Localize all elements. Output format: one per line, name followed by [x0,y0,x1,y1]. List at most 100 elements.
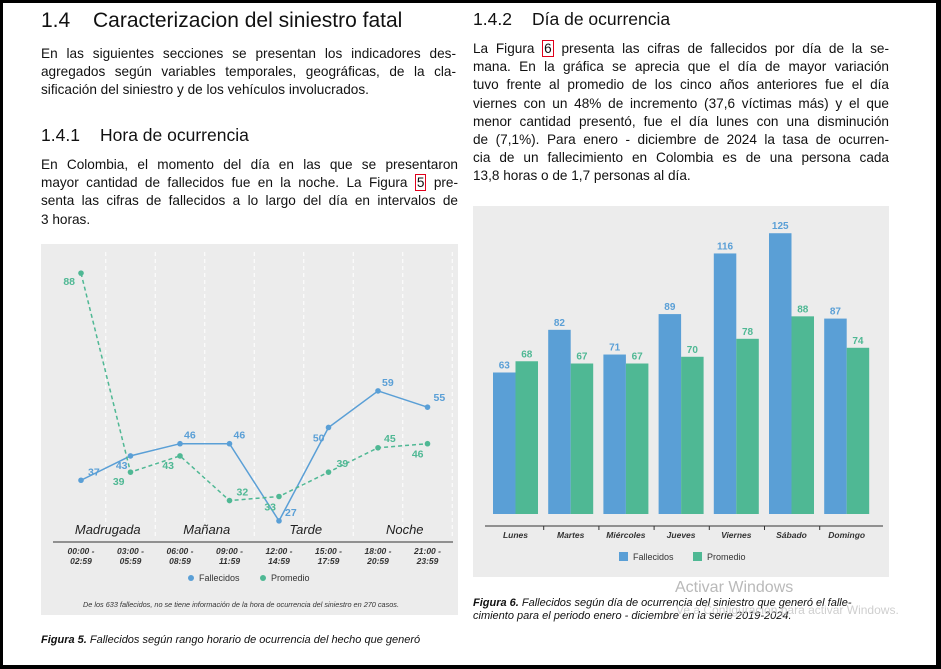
x-tick-label: 06:00 - [167,546,194,556]
period-label: Noche [386,522,424,537]
caption-text: cimiento para el periodo enero - diciemb… [473,610,792,622]
period-label: Mañana [183,522,230,537]
para-line: tuvo frente al promedio de los cinco año… [473,77,889,93]
section-number: 1.4 [41,9,71,32]
data-point [177,440,183,447]
intro-paragraph: En las siguientes secciones se presentan… [41,45,456,100]
data-label: 43 [162,460,174,472]
x-tick-label: Miércoles [606,530,645,540]
x-tick-label: Sábado [776,530,807,540]
data-point [375,388,381,394]
bar-fallecidos [713,253,737,514]
data-label: 88 [797,304,809,315]
subsection-number: 1.4.1 [41,125,80,145]
data-label: 45 [384,433,396,445]
data-label: 88 [63,276,75,288]
intro-line: sificación del siniestro y de los vehícu… [41,82,369,98]
figure-reference-link[interactable]: 5 [414,174,427,192]
series-line-fallecidos [80,390,428,523]
data-point [276,493,282,500]
series-line-promedio [80,272,428,502]
frame-border-bottom [0,665,941,669]
data-label: 43 [116,460,128,472]
para-line: En Colombia, el momento del día en las q… [41,157,458,172]
data-label: 46 [412,449,424,461]
data-label: 67 [632,352,644,363]
para-text: presenta las cifras de fallecidos por dí… [553,41,889,56]
hora-paragraph: En Colombia, el momento del día en las q… [41,156,458,229]
bar-fallecidos [769,233,792,514]
bar-promedio [625,363,649,514]
data-label: 87 [830,307,842,318]
bar-promedio [791,316,814,514]
x-tick-label: Jueves [667,530,696,540]
x-tick-label: 11:59 [219,556,240,566]
data-label: 46 [234,430,246,442]
data-label: 70 [687,345,699,356]
data-label: 89 [664,302,676,313]
x-tick-label: 20:59 [366,556,389,566]
bar-chart-panel: 63 68 Lunes 82 67 Martes 71 67 Miércoles 89 70 Juev… [473,206,889,577]
caption-label: Figura 5. [41,634,87,646]
x-tick-label: 17:59 [318,556,340,566]
legend-label: Promedio [271,573,310,583]
para-line: mayor cantidad de fallecidos fue en la n… [41,174,458,192]
data-label: 116 [717,241,734,252]
x-tick-label: 03:00 - [117,546,144,556]
para-text: mayor cantidad de fallecidos fue en la n… [41,175,415,191]
data-label: 71 [609,343,621,354]
legend-label: Promedio [707,552,746,562]
bar-promedio [515,361,538,514]
data-point [424,404,431,410]
bar-fallecidos [824,318,847,514]
data-point [424,440,431,447]
para-line: menor cantidad presentó, fue el día lune… [473,113,889,129]
data-point [226,440,233,447]
x-tick-label: Domingo [828,530,865,540]
subsection-heading-hora: 1.4.1 Hora de ocurrencia [41,125,249,146]
data-label: 59 [382,377,394,389]
data-point [78,477,84,484]
caption-label: Figura 6. [473,597,519,609]
x-tick-label: 00:00 - [68,546,95,556]
subsection-heading-dia: 1.4.2 Día de ocurrencia [473,9,670,30]
data-label: 82 [554,318,566,329]
para-line: mana. En la gráfica se aprecia que el dí… [473,59,889,75]
para-line: 13,8 horas o de 1,7 personas al día. [473,168,691,184]
legend-marker-fallecidos [188,575,194,581]
chart-note: De los 633 fallecidos, no se tiene infor… [83,600,399,609]
frame-border-left [0,0,3,669]
legend-marker-promedio [693,552,702,561]
section-heading: 1.4 Caracterizacion del siniestro fatal [41,9,402,33]
data-label: 68 [521,349,533,360]
data-label: 39 [337,458,349,470]
x-tick-label: 02:59 [70,556,92,566]
x-tick-label: 23:59 [416,556,439,566]
intro-line: agregados según variables temporales, ge… [41,64,456,80]
section-title: Caracterizacion del siniestro fatal [93,9,403,32]
data-point [325,424,332,431]
data-label: 74 [852,336,864,347]
subsection-title: Hora de ocurrencia [100,125,249,145]
activation-watermark-subtitle: Ve a Configuración para activar Windows. [676,603,899,617]
para-text: pre- [426,175,458,191]
x-tick-label: Viernes [721,530,752,540]
data-label: 55 [434,392,446,404]
data-label: 33 [264,502,276,514]
bar-promedio [681,356,704,514]
legend-marker-promedio [260,575,266,581]
subsection-title: Día de ocurrencia [532,9,671,29]
figure-reference-link[interactable]: 6 [542,40,554,57]
data-label: 78 [742,327,754,338]
x-tick-label: 21:00 - [413,546,441,556]
x-tick-label: 18:00 - [365,546,392,556]
x-tick-label: Lunes [503,530,528,540]
data-label: 46 [184,430,196,442]
data-point [226,497,233,504]
x-tick-label: 14:59 [268,556,290,566]
x-tick-label: 15:00 - [315,546,342,556]
bar-promedio [846,347,870,514]
para-line: senta las cifras de fallecidos a lo larg… [41,193,458,209]
bar-fallecidos [603,354,626,514]
data-point [325,469,332,475]
